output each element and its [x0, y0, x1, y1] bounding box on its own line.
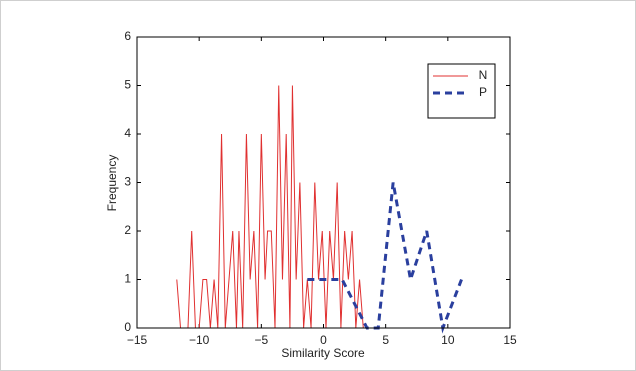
- y-tick-label: 0: [124, 320, 131, 334]
- x-axis-label: Similarity Score: [281, 346, 365, 360]
- x-tick-label: −15: [127, 333, 148, 347]
- legend-label: N: [479, 68, 488, 82]
- y-tick-label: 6: [124, 29, 131, 43]
- y-tick-label: 2: [124, 223, 131, 237]
- y-tick-label: 5: [124, 78, 131, 92]
- plot-frame: [136, 36, 511, 329]
- legend-label: P: [479, 85, 487, 99]
- x-tick-label: −5: [254, 333, 268, 347]
- x-tick-label: 15: [503, 333, 517, 347]
- legend-box: [427, 63, 496, 119]
- series-line: [176, 85, 364, 329]
- y-tick-label: 4: [124, 126, 131, 140]
- y-axis-label: Frequency: [105, 155, 119, 212]
- x-tick-label: 10: [441, 333, 455, 347]
- y-tick-label: 3: [124, 175, 131, 189]
- x-tick-label: 0: [320, 333, 327, 347]
- x-tick-label: 5: [382, 333, 389, 347]
- x-tick-label: −10: [189, 333, 210, 347]
- series-line: [307, 182, 463, 334]
- y-tick-label: 1: [124, 272, 131, 286]
